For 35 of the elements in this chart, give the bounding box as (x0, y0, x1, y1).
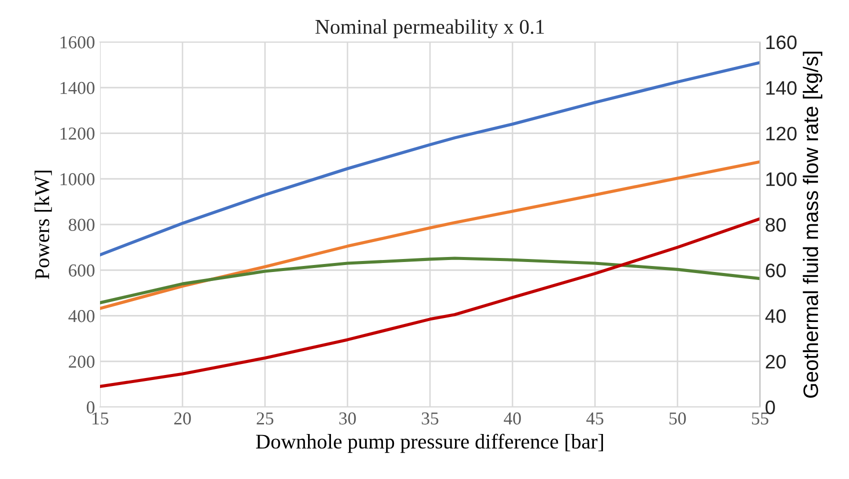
y-tick-label: 1400 (60, 82, 94, 94)
x-tick-label: 55 (752, 412, 768, 425)
y-tick-label: 400 (68, 310, 94, 322)
y2-tick-label: 160 (766, 35, 797, 50)
x-tick-label: 50 (670, 412, 686, 425)
line-series (100, 217, 760, 388)
x-tick-label: 40 (504, 412, 521, 425)
x-axis-title: Downhole pump pressure difference [bar] (256, 434, 603, 453)
x-tick-label: 25 (256, 412, 274, 425)
y-axis-title: Powers [kW] (34, 170, 52, 280)
line-series (100, 256, 760, 304)
y2-tick-label: 60 (766, 264, 786, 278)
y2-tick-label: 140 (766, 81, 797, 95)
y-tick-label: 600 (68, 264, 94, 277)
y-tick-label: 800 (68, 218, 94, 231)
x-tick-label: 45 (586, 412, 604, 425)
y-tick-label: 200 (68, 356, 94, 368)
x-tick-label: 20 (174, 412, 191, 425)
x-tick-label: 30 (339, 412, 356, 425)
y2-tick-label: 80 (766, 218, 786, 232)
line-series (100, 160, 760, 310)
x-tick-label: 35 (422, 412, 438, 425)
chart-title: Nominal permeability x 0.1 (315, 19, 544, 38)
y-tick-label: 0 (86, 401, 94, 414)
y2-tick-label: 100 (766, 172, 797, 186)
y-tick-label: 1200 (60, 128, 94, 140)
x-tick-label: 15 (92, 412, 108, 425)
y2-tick-label: 120 (766, 126, 797, 140)
y-tick-label: 1000 (60, 173, 94, 186)
y2-tick-label: 40 (765, 309, 786, 323)
line-series (100, 61, 760, 256)
y2-axis-title: Geothermal fluid mass flow rate [kg/s] (802, 52, 822, 398)
y2-tick-label: 20 (766, 354, 786, 369)
y2-tick-label: 0 (766, 400, 775, 414)
y-tick-label: 1600 (60, 36, 94, 48)
